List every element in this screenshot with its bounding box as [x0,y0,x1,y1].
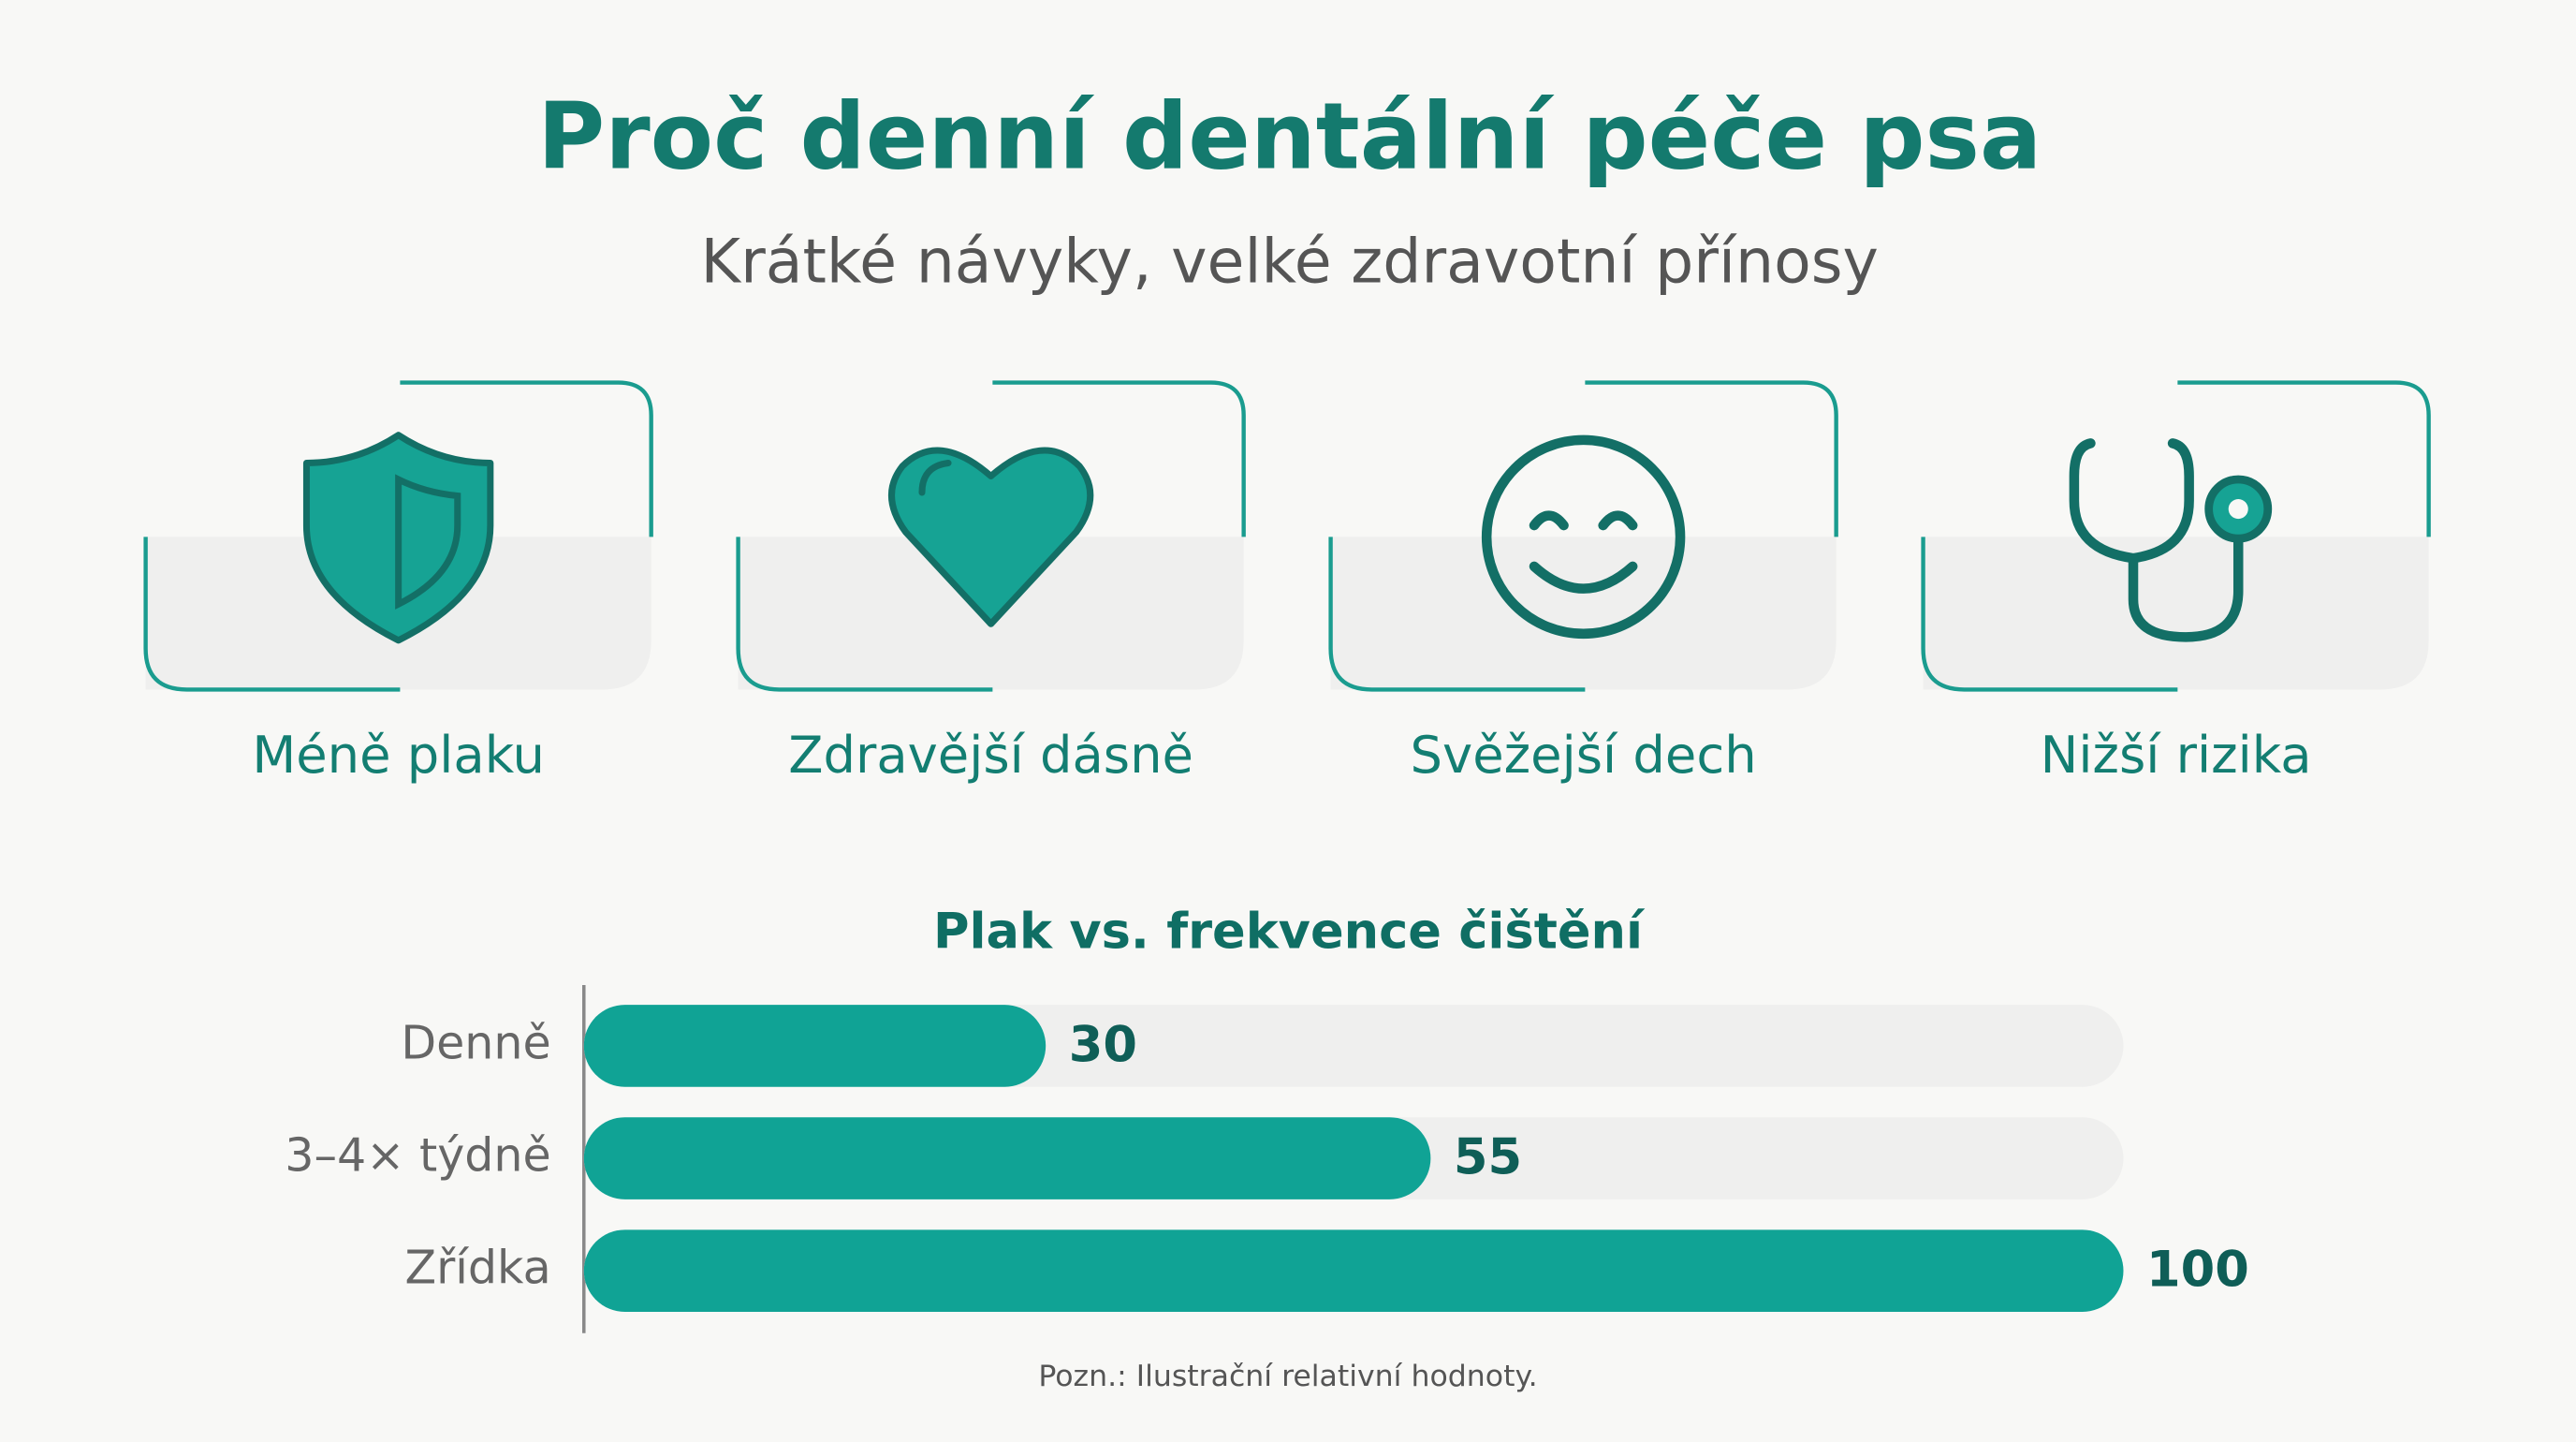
category-label: Denně [401,1015,550,1069]
title: Proč denní dentální péče psa [537,83,2042,190]
footnote: Pozn.: Ilustrační relativní hodnoty. [1038,1360,1537,1393]
bar-chart: Denně 30 3–4× týdně 55 Zřídka 100 [285,1005,2249,1312]
card: Zdravější dásně [736,380,1246,785]
card: Méně plaku [143,380,653,785]
smile-icon [1481,434,1686,640]
stethoscope-icon [2069,438,2273,642]
heart-icon [888,447,1094,627]
card-label: Méně plaku [252,726,545,785]
card-label: Svěžejší dech [1411,726,1757,785]
shield-detail [395,474,461,610]
value-label: 100 [2146,1242,2249,1299]
category-label: Zřídka [404,1241,550,1295]
bar [583,1005,1046,1087]
card-label: Nižší rizika [2041,726,2312,785]
value-label: 30 [1069,1016,1137,1073]
bar [583,1117,1431,1199]
subtitle: Krátké návyky, velké zdravotní přínosy [701,228,1879,298]
card: Nižší rizika [1921,380,2431,785]
card-label: Zdravější dásně [788,726,1193,785]
value-label: 55 [1454,1128,1522,1185]
bar [583,1229,2124,1312]
card: Svěžejší dech [1328,380,1838,785]
category-label: 3–4× týdně [285,1128,550,1183]
heart-detail [918,459,952,496]
chart-title: Plak vs. frekvence čištění [933,903,1646,960]
